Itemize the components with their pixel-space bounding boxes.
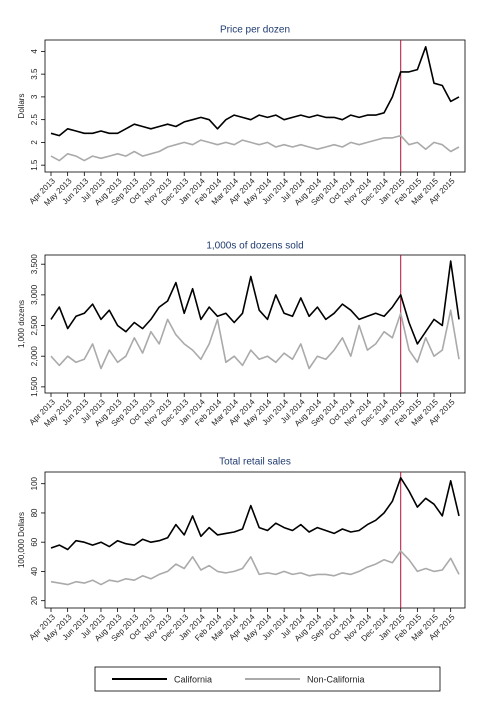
y-tick-label: 4 [30, 49, 39, 54]
series-line [50, 134, 460, 162]
y-tick-label: 3,500 [30, 254, 39, 275]
y-tick-label: 2 [30, 140, 39, 145]
series-line [50, 309, 460, 370]
y-tick-label: 60 [30, 537, 39, 546]
y-tick-label: 3,000 [30, 284, 39, 305]
y-tick-label: 1,500 [30, 376, 39, 397]
y-tick-label: 1.5 [30, 159, 39, 171]
y-axis-label: Dollars [17, 94, 26, 119]
chart-title: Total retail sales [219, 457, 291, 468]
y-tick-label: 80 [30, 508, 39, 517]
series-line [50, 550, 460, 586]
y-tick-label: 40 [30, 566, 39, 575]
chart-title: Price per dozen [220, 25, 290, 36]
y-tick-label: 2.5 [30, 114, 39, 126]
y-tick-label: 2,000 [30, 346, 39, 367]
legend-box [94, 666, 441, 692]
y-tick-label: 3.5 [30, 68, 39, 80]
y-tick-label: 20 [30, 596, 39, 605]
series-line [50, 260, 460, 345]
y-tick-label: 3 [30, 94, 39, 99]
plot-frame [44, 39, 466, 173]
plot-frame [44, 471, 466, 609]
legend-label: Non-California [307, 674, 365, 684]
chart-title: 1,000s of dozens sold [206, 241, 303, 252]
legend-label: California [174, 674, 212, 684]
plot-frame [44, 254, 466, 394]
y-tick-label: 100 [30, 476, 39, 490]
y-axis-label: 1,000 dozens [17, 300, 26, 348]
series-line [50, 46, 460, 137]
y-axis-label: 100,000 Dollars [17, 512, 26, 568]
y-tick-label: 2,500 [30, 315, 39, 336]
series-line [50, 477, 460, 551]
